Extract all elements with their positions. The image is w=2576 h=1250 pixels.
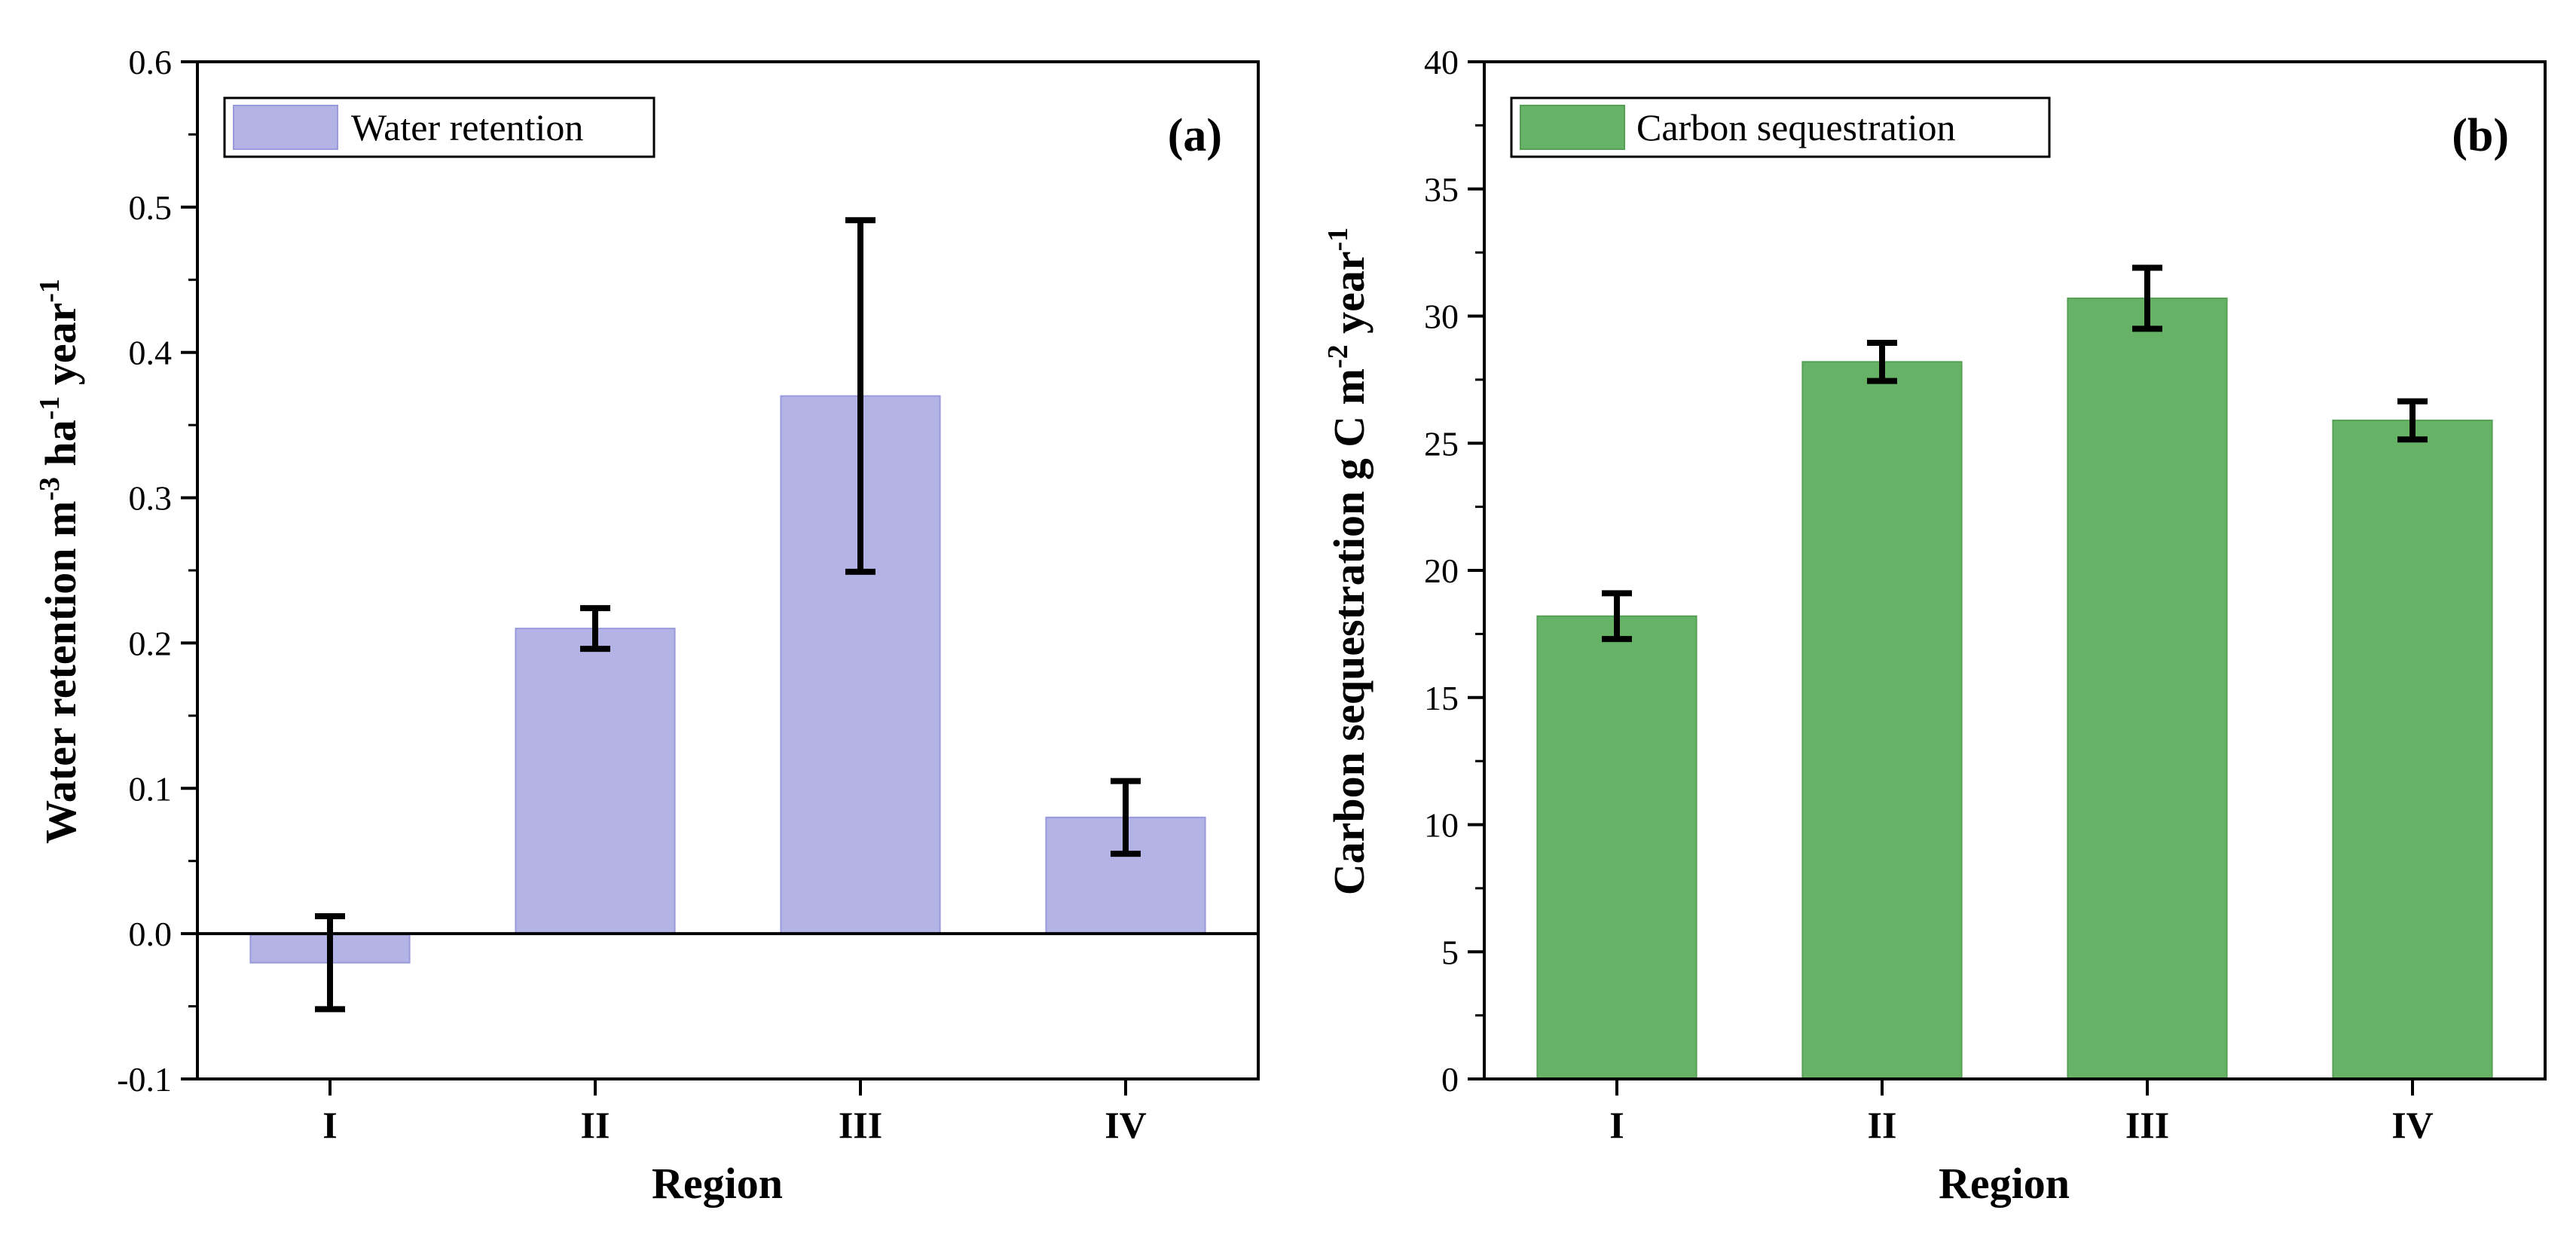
panel-b-bar-III (2067, 297, 2228, 1080)
panel-b-y-ticks: 0 5 10 15 20 25 30 35 40 (1424, 43, 1484, 1099)
panel-a-y-tick-label: 0.5 (129, 188, 173, 227)
panel-a-x-tick-label: II (581, 1104, 610, 1146)
panel-a-y-tick-label: 0.1 (129, 769, 173, 808)
panel-b-y-tick-label: 0 (1441, 1060, 1459, 1099)
panel-b-legend-label: Carbon sequestration (1636, 106, 1956, 148)
panel-b-legend: Carbon sequestration (1510, 96, 2051, 158)
panel-a-y-axis-title: Water retention m-3 ha-1 year-1 (34, 279, 85, 844)
panel-b-x-ticks: I II III IV (1609, 1079, 2434, 1146)
panel-b-y-tick-label: 15 (1424, 679, 1459, 717)
panel-b-x-axis-title: Region (1939, 1159, 2070, 1208)
panel-a-y-ticks: -0.1 0.0 0.1 0.2 0.3 0.4 0.5 0.6 (117, 43, 197, 1099)
panel-a-legend-label: Water retention (351, 106, 583, 148)
panel-a-legend-swatch (233, 105, 338, 150)
panel-b-y-tick-label: 5 (1441, 933, 1459, 971)
panel-b-bars (1536, 297, 2493, 1080)
panel-b-error-bar-IV (2397, 398, 2428, 443)
panel-a-error-bar-IV (1111, 778, 1141, 857)
panel-a-y-tick-label: -0.1 (117, 1060, 172, 1099)
panel-b-y-tick-label: 20 (1424, 552, 1459, 590)
panel-b-error-bars (1602, 264, 2428, 643)
panel-a-error-bar-II (580, 605, 610, 653)
panel-b-x-tick-label: IV (2391, 1104, 2434, 1146)
panel-a-error-bar-III (845, 217, 875, 575)
panel-b-error-bar-III (2132, 264, 2162, 332)
panel-b-y-tick-label: 10 (1424, 806, 1459, 845)
panel-a-error-bars (315, 217, 1141, 1013)
panel-b-x-tick-label: II (1868, 1104, 1897, 1146)
panel-a-legend: Water retention (223, 96, 655, 158)
panel-b-y-tick-label: 25 (1424, 424, 1459, 463)
panel-b-error-bar-II (1867, 339, 1897, 384)
panel-b-bar-IV (2332, 419, 2493, 1080)
panel-a-x-tick-label: III (839, 1104, 882, 1146)
panel-a-x-tick-label: IV (1105, 1104, 1147, 1146)
panel-a-x-ticks: I II III IV (322, 1079, 1147, 1146)
panel-b-x-tick-label: I (1609, 1104, 1624, 1146)
panel-b-x-tick-label: III (2125, 1104, 2169, 1146)
panel-a-x-axis-title: Region (652, 1159, 783, 1208)
panel-b-y-tick-label: 30 (1424, 298, 1459, 336)
panel-b-bar-I (1536, 615, 1697, 1080)
panel-a-x-tick-label: I (322, 1104, 337, 1146)
panel-b-bar-II (1801, 361, 1963, 1080)
panel-a-tag: (a) (1168, 110, 1222, 161)
panel-b-legend-swatch (1520, 105, 1625, 150)
panel-b-y-tick-label: 35 (1424, 170, 1459, 209)
panel-a-bar-II (515, 628, 676, 935)
panel-b-y-tick-label: 40 (1424, 43, 1459, 81)
panel-b-tag: (b) (2452, 110, 2509, 161)
panel-a-y-tick-label: 0.2 (129, 624, 173, 662)
panel-b-error-bar-I (1602, 590, 1632, 643)
panel-a-water-retention: -0.10.00.10.20.30.40.50.6 I II III IV Regio… (34, 43, 1260, 1208)
panel-a-y-tick-label: 0.4 (129, 334, 173, 372)
panel-a-y-tick-label: 0.0 (129, 915, 173, 953)
panel-a-y-tick-label: 0.6 (129, 43, 173, 81)
panel-b-y-axis-title: Carbon sequestration g C m-2 year-1 (1322, 228, 1374, 896)
panel-a-y-tick-label: 0.3 (129, 479, 173, 518)
panel-a-error-bar-I (315, 913, 345, 1013)
panel-a-bars (249, 395, 1206, 964)
